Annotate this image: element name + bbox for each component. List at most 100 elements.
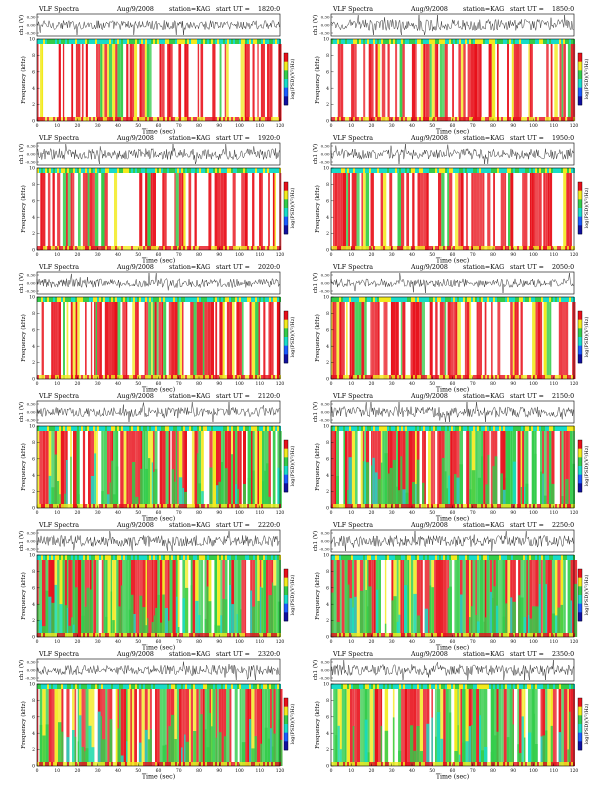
time-axis-label: Time (sec)	[142, 645, 175, 652]
top-band-cell	[201, 555, 203, 560]
top-band-cell	[373, 297, 375, 302]
low-band-cell	[421, 762, 423, 766]
spectral-column	[513, 44, 517, 121]
top-band-cell	[467, 39, 469, 44]
spectral-column	[109, 431, 112, 508]
low-band-cell	[199, 246, 201, 250]
spectral-patch	[200, 714, 203, 766]
top-band-cell	[401, 297, 403, 302]
top-band-cell	[403, 684, 405, 689]
top-band-cell	[555, 297, 557, 302]
spectral-column	[239, 431, 242, 508]
time-tick-label: 110	[255, 768, 264, 774]
low-band-cell	[127, 117, 129, 121]
low-band-cell	[491, 504, 493, 508]
low-band-cell	[523, 633, 525, 637]
spectral-patch	[59, 494, 61, 508]
top-band-cell	[147, 168, 149, 173]
top-band-cell	[553, 426, 555, 431]
spectral-column	[465, 689, 469, 766]
low-band-cell	[39, 375, 41, 379]
low-band-cell	[541, 117, 543, 121]
low-band-cell	[219, 375, 221, 379]
spectral-column	[382, 431, 385, 508]
low-band-cell	[189, 504, 191, 508]
low-band-cell	[61, 246, 63, 250]
low-band-cell	[511, 504, 513, 508]
spectral-column	[241, 173, 245, 250]
top-band-cell	[563, 168, 565, 173]
spectral-column	[334, 302, 337, 379]
low-band-cell	[269, 762, 271, 766]
low-band-cell	[547, 633, 549, 637]
low-band-cell	[59, 246, 61, 250]
top-band-cell	[205, 39, 207, 44]
spectral-column	[458, 44, 461, 121]
low-band-cell	[209, 246, 211, 250]
spectral-column	[257, 431, 259, 508]
spectral-patch	[113, 494, 116, 508]
spectral-column	[339, 689, 342, 766]
spectral-patch	[252, 606, 256, 637]
low-band-cell	[567, 246, 569, 250]
ch-tick-label: -0.30	[25, 160, 36, 165]
top-band-cell	[457, 297, 459, 302]
top-band-cell	[369, 684, 371, 689]
low-band-cell	[257, 375, 259, 379]
low-band-cell	[481, 762, 483, 766]
spectral-column	[53, 302, 55, 379]
top-band-cell	[409, 39, 411, 44]
top-band-cell	[249, 684, 251, 689]
low-band-cell	[569, 117, 571, 121]
top-band-cell	[177, 168, 179, 173]
low-band-cell	[419, 762, 421, 766]
time-tick-label: 40	[115, 123, 121, 129]
top-band-cell	[211, 426, 213, 431]
top-band-cell	[41, 555, 43, 560]
spectral-column	[66, 560, 69, 637]
top-band-cell	[543, 555, 545, 560]
spectral-column	[563, 560, 566, 637]
spectral-column	[342, 173, 347, 250]
top-band-cell	[185, 555, 187, 560]
low-band-cell	[139, 504, 141, 508]
panel-station: station=KAG	[169, 6, 210, 13]
spectral-column	[507, 560, 511, 637]
spectral-column	[355, 431, 358, 508]
spectral-column	[261, 173, 263, 250]
spectral-column	[356, 302, 359, 379]
low-band-cell	[533, 504, 535, 508]
spectral-patch	[384, 453, 388, 508]
top-band-cell	[527, 684, 529, 689]
panel-title: VLF Spectra	[332, 6, 373, 13]
top-band-cell	[143, 39, 145, 44]
low-band-cell	[355, 633, 357, 637]
top-band-cell	[351, 39, 353, 44]
low-band-cell	[177, 375, 179, 379]
top-band-cell	[473, 426, 475, 431]
low-band-cell	[425, 762, 427, 766]
spectral-patch	[154, 468, 158, 508]
time-tick-label: 30	[389, 768, 395, 774]
top-band-cell	[455, 39, 457, 44]
top-band-cell	[57, 168, 59, 173]
spectral-column	[246, 44, 250, 121]
spectral-patch	[79, 715, 82, 766]
colorbar-segment	[578, 337, 582, 346]
time-tick-label: 80	[490, 252, 496, 258]
colorbar-frame	[283, 439, 289, 493]
low-band-cell	[479, 633, 481, 637]
top-band-cell	[427, 168, 429, 173]
top-band-cell	[237, 39, 239, 44]
spectral-patch	[112, 620, 115, 637]
low-band-cell	[213, 117, 215, 121]
colorbar-frame	[283, 52, 289, 106]
freq-tick-label: 8	[326, 311, 329, 317]
low-band-cell	[81, 633, 83, 637]
low-band-cell	[183, 375, 185, 379]
colorbar-segment	[284, 53, 288, 62]
time-tick-label: 20	[369, 123, 375, 129]
low-band-cell	[145, 375, 147, 379]
spectral-patch	[524, 486, 526, 508]
spectral-patch	[495, 605, 499, 637]
